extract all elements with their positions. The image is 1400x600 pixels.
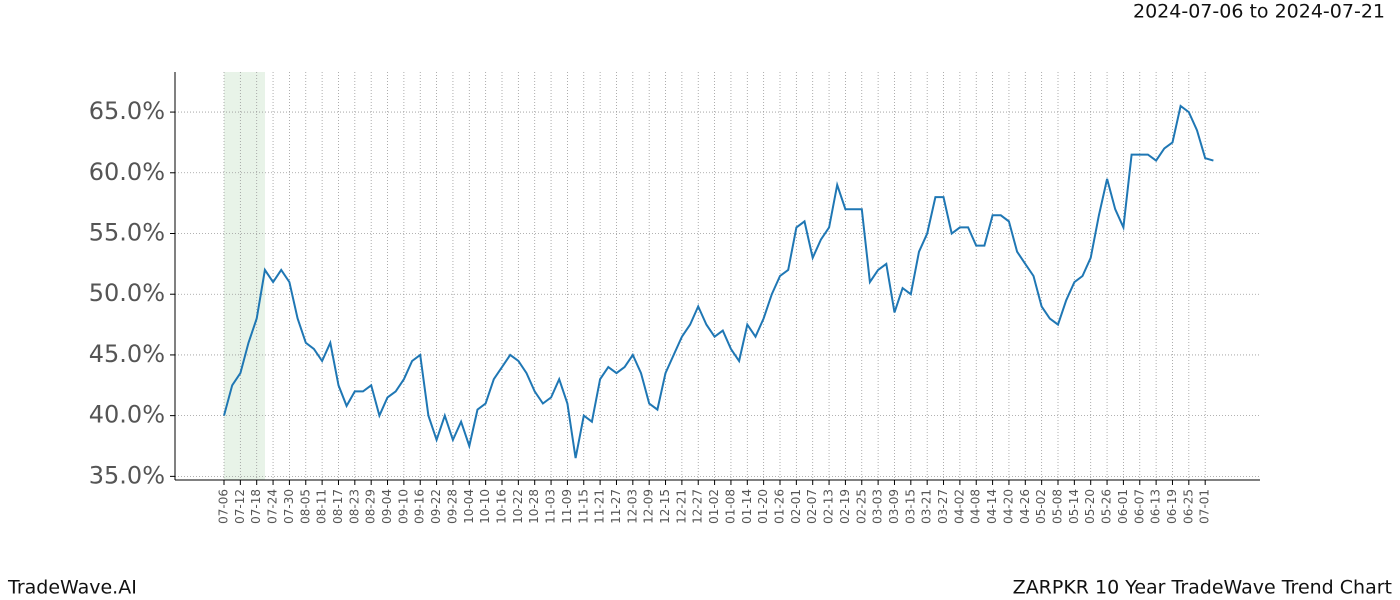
x-tick-label: 08-23 [347,489,361,524]
x-tick-label: 10-04 [462,489,476,524]
x-tick-label: 05-20 [1083,489,1097,524]
x-tick-label: 07-12 [233,489,247,524]
x-tick-label: 01-20 [756,489,770,524]
x-tick-label: 06-19 [1165,489,1179,524]
date-range: 2024-07-06 to 2024-07-21 [1133,1,1385,23]
x-tick-label: 02-07 [805,489,819,524]
x-tick-label: 11-15 [576,489,590,524]
x-tick-label: 11-09 [560,489,574,524]
x-tick-label: 12-21 [674,489,688,524]
y-tick-label: 40.0% [89,401,165,429]
x-tick-label: 06-07 [1132,489,1146,524]
x-tick-label: 03-03 [871,489,885,524]
x-tick-label: 04-26 [1018,489,1032,524]
x-tick-label: 08-11 [315,489,329,524]
x-tick-label: 03-27 [936,489,950,524]
y-tick-label: 65.0% [89,97,165,125]
y-tick-label: 55.0% [89,219,165,247]
x-tick-label: 12-09 [642,489,656,524]
x-tick-label: 03-09 [887,489,901,524]
x-tick-label: 09-16 [413,489,427,524]
x-tick-label: 03-15 [903,489,917,524]
footer-right: ZARPKR 10 Year TradeWave Trend Chart [1013,577,1392,599]
highlight-region [224,72,265,480]
x-tick-label: 09-28 [445,489,459,524]
x-tick-label: 08-29 [364,489,378,524]
x-tick-label: 06-01 [1116,489,1130,524]
x-tick-label: 11-21 [593,489,607,524]
x-tick-label: 09-22 [429,489,443,524]
line-series [223,104,1214,459]
x-tick-label: 10-28 [527,489,541,524]
x-tick-label: 02-13 [822,489,836,524]
x-tick-label: 07-01 [1198,489,1212,524]
x-tick-label: 10-10 [478,489,492,524]
x-tick-label: 05-14 [1067,489,1081,524]
y-tick-label: 35.0% [89,461,165,489]
x-tick-label: 02-01 [789,489,803,524]
x-tick-label: 07-24 [266,489,280,524]
x-tick-label: 06-25 [1181,489,1195,524]
x-tick-label: 05-02 [1034,489,1048,524]
x-tick-label: 08-17 [331,489,345,524]
x-tick-label: 11-27 [609,489,623,524]
x-tick-label: 07-30 [282,489,296,524]
x-tick-label: 12-27 [691,489,705,524]
x-tick-label: 02-25 [854,489,868,524]
x-tick-label: 06-13 [1149,489,1163,524]
x-tick-label: 07-18 [249,489,263,524]
footer-left: TradeWave.AI [7,577,137,599]
x-tick-label: 11-03 [544,489,558,524]
x-tick-label: 02-19 [838,489,852,524]
x-tick-label: 12-03 [625,489,639,524]
x-tick-label: 12-15 [658,489,672,524]
x-tick-label: 04-14 [985,489,999,524]
x-tick-label: 10-22 [511,489,525,524]
y-tick-label: 60.0% [89,158,165,186]
x-tick-label: 03-21 [920,489,934,524]
x-tick-label: 01-08 [723,489,737,524]
grid [175,72,1260,480]
x-tick-label: 04-02 [952,489,966,524]
x-tick-label: 04-08 [969,489,983,524]
x-tick-label: 04-20 [1001,489,1015,524]
x-tick-label: 01-26 [773,489,787,524]
x-tick-label: 07-06 [217,489,231,524]
x-tick-label: 05-26 [1100,489,1114,524]
y-tick-label: 45.0% [89,340,165,368]
x-tick-label: 09-10 [396,489,410,524]
x-tick-label: 08-05 [298,489,312,524]
x-tick-label: 01-02 [707,489,721,524]
x-tick-label: 10-16 [495,489,509,524]
y-tick-label: 50.0% [89,279,165,307]
x-tick-label: 05-08 [1051,489,1065,524]
x-tick-label: 09-04 [380,489,394,524]
x-tick-label: 01-14 [740,489,754,524]
